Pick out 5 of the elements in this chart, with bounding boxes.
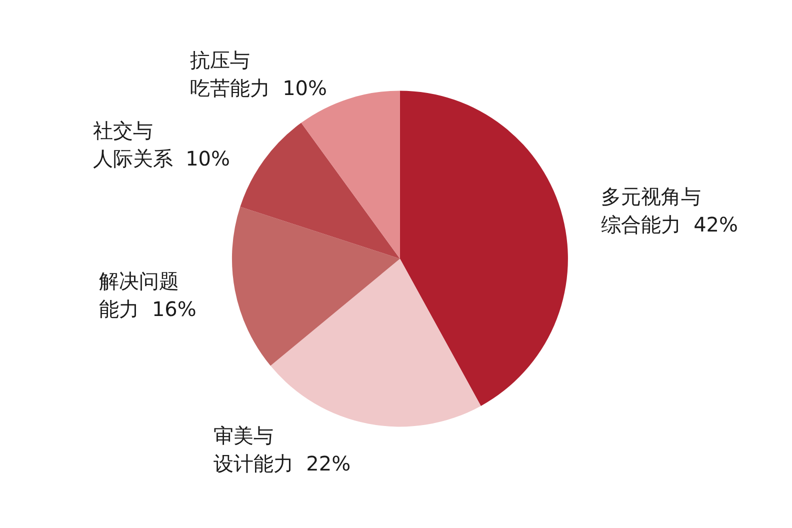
slice-label: 抗压与吃苦能力 10% — [190, 48, 328, 100]
slice-label: 审美与设计能力 22% — [213, 423, 351, 476]
slice-label: 社交与人际关系 10% — [92, 118, 230, 171]
slice-label: 多元视角与综合能力 42% — [600, 184, 738, 236]
slice-label: 解决问题能力 16% — [99, 269, 196, 322]
